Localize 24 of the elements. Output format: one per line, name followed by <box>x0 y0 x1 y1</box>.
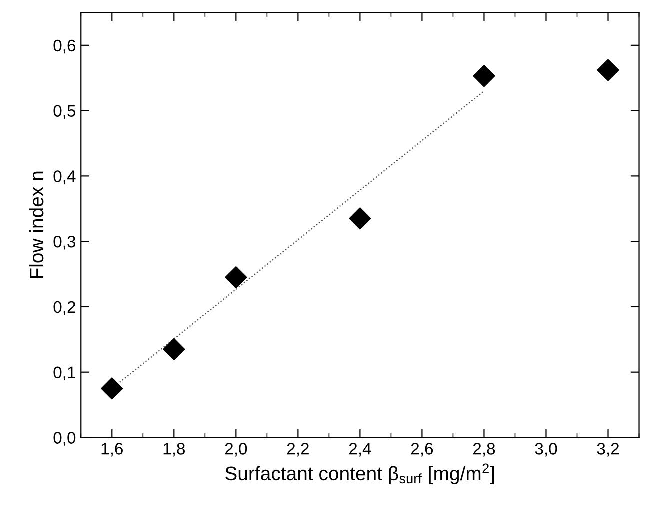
y-tick-label: 0,0 <box>54 432 76 446</box>
y-tick-label: 0,1 <box>54 366 76 381</box>
x-tick-label: 2,2 <box>287 443 309 457</box>
x-tick-label: 2,8 <box>473 443 496 457</box>
x-tick-label: 2,6 <box>411 443 434 457</box>
x-tick-label: 3,2 <box>597 443 620 457</box>
x-tick-label: 2,0 <box>225 443 248 457</box>
y-axis-title: Flow index n <box>29 172 44 278</box>
point <box>597 59 620 82</box>
x-tick-label: 1,6 <box>102 443 123 457</box>
y-tick-label: 0,4 <box>54 170 76 184</box>
y-tick-label: 0,5 <box>54 105 76 119</box>
point <box>101 378 124 400</box>
x-tick-label: 2,4 <box>349 443 372 457</box>
point <box>349 208 372 230</box>
point <box>473 65 496 88</box>
y-tick-label: 0,3 <box>54 236 76 250</box>
x-tick-label: 1,8 <box>164 443 186 457</box>
y-tick-label: 0,2 <box>54 301 76 316</box>
x-axis-title: Surfactant content β$_{surf}$ [mg/m$^{2}$] <box>226 464 494 484</box>
point <box>225 266 248 289</box>
x-tick-label: 3,0 <box>535 443 558 457</box>
y-tick-label: 0,6 <box>54 40 76 54</box>
point <box>163 338 186 360</box>
